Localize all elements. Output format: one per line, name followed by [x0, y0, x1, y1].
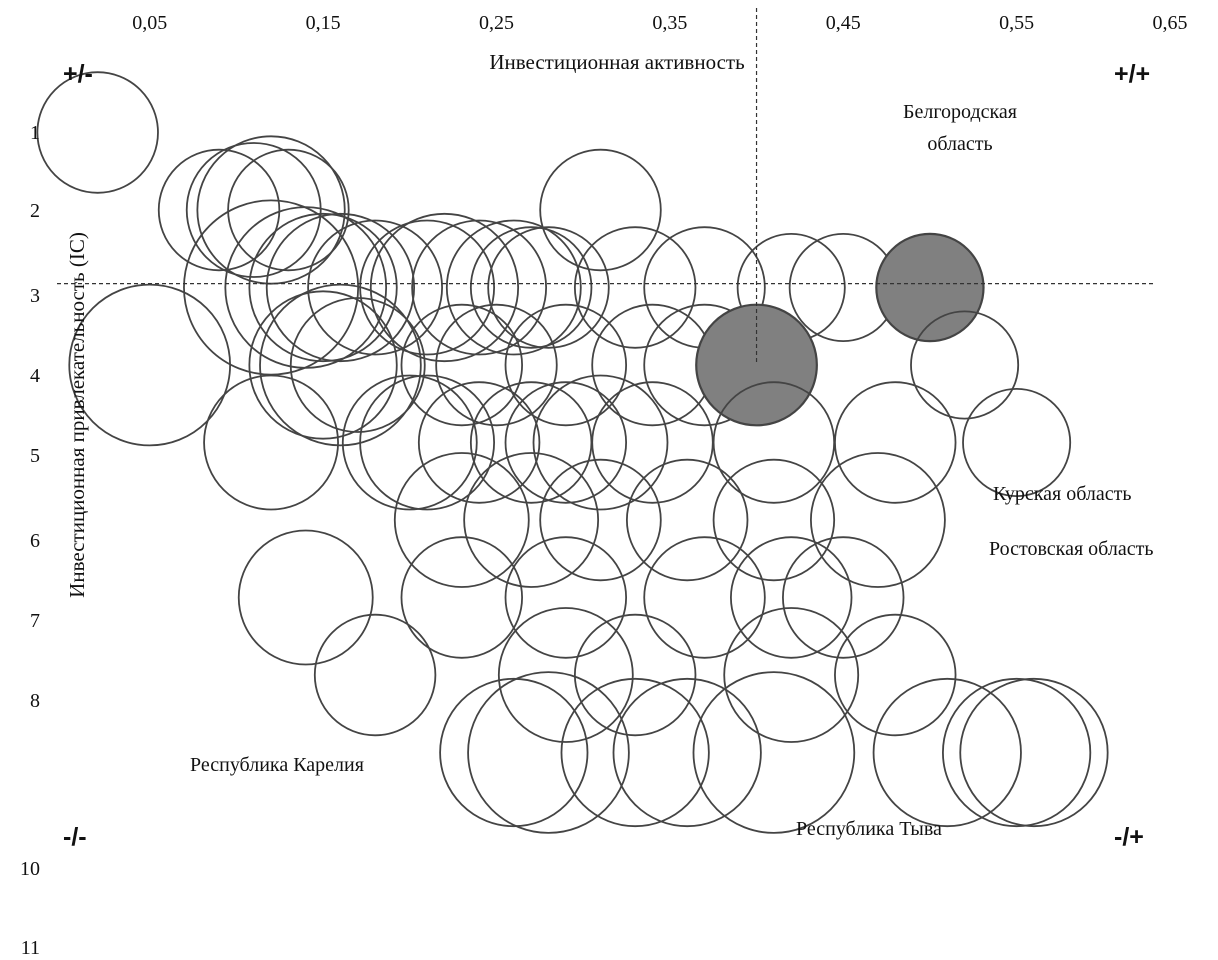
bubble: [782, 536, 905, 659]
y-tick-label: 10: [20, 858, 40, 880]
bubble: [532, 374, 669, 511]
bubble: [289, 297, 426, 433]
bubble: [573, 226, 697, 349]
x-axis-ticks: 0,05 0,15 0,25 0,35 0,45 0,55 0,65: [132, 12, 1187, 34]
bubble: [692, 671, 856, 834]
annotation-tyva: Республика Тыва: [796, 818, 942, 840]
bubble: [439, 677, 589, 828]
bubble: [810, 452, 946, 588]
quadrant-label-bottom-right: -/+: [1114, 823, 1144, 851]
bubble: [248, 290, 398, 440]
bubble: [712, 458, 836, 582]
y-tick-label: 1: [30, 122, 40, 144]
bubble: [497, 607, 634, 743]
bubble: [469, 381, 593, 504]
bubble: [467, 671, 630, 834]
bubble: [469, 226, 593, 349]
y-tick-label: 8: [30, 690, 40, 712]
bubble: [36, 71, 159, 194]
x-axis-title: Инвестиционная активность: [489, 50, 744, 74]
y-tick-label: 3: [30, 285, 40, 307]
bubble: [248, 212, 398, 363]
y-tick-label: 6: [30, 530, 40, 552]
bubble: [723, 607, 860, 743]
bubble: [359, 219, 496, 356]
annotation-karelia: Республика Карелия: [190, 754, 364, 776]
x-tick-label: 0,25: [479, 12, 514, 34]
y-tick-label: 7: [30, 610, 40, 632]
bubble: [834, 381, 957, 504]
bubble: [539, 458, 662, 582]
quadrant-label-top-right: +/+: [1114, 60, 1150, 88]
bubble: [313, 613, 437, 737]
bubble: [400, 303, 523, 427]
quadrant-label-bottom-left: -/-: [63, 823, 87, 851]
bubble: [834, 613, 957, 737]
bubble: [504, 381, 628, 504]
bubble: [539, 148, 662, 272]
y-tick-label: 4: [30, 365, 40, 387]
bubbles-layer: [36, 71, 1109, 834]
bubble: [393, 452, 530, 588]
bubble: [625, 458, 749, 582]
bubble: [411, 219, 548, 356]
bubble: [504, 303, 628, 427]
bubble: [573, 613, 697, 737]
y-tick-label: 5: [30, 445, 40, 467]
bubble: [487, 226, 610, 349]
bubble: [910, 310, 1020, 420]
bubble: [369, 212, 520, 363]
bubble: [157, 148, 281, 272]
y-axis-ticks: 1 2 3 4 5 6 7 8 10 11: [20, 122, 40, 959]
quadrant-label-top-left: +/-: [63, 60, 93, 88]
bubble: [196, 135, 346, 285]
bubble: [463, 452, 600, 588]
y-tick-label: 11: [21, 937, 40, 959]
x-tick-label: 0,65: [1153, 12, 1188, 34]
bubble: [224, 206, 388, 369]
y-tick-label: 2: [30, 200, 40, 222]
x-tick-label: 0,35: [652, 12, 687, 34]
bubble: [942, 677, 1092, 828]
bubble: [185, 142, 322, 278]
bubble: [183, 199, 360, 376]
bubble: [612, 677, 762, 828]
bubble: [872, 677, 1022, 828]
annotation-kursk: Курская область: [993, 483, 1131, 505]
bubble: [730, 536, 853, 659]
bubble-highlighted: [875, 232, 985, 343]
bubble: [504, 536, 628, 659]
bubble: [400, 536, 523, 659]
bubble: [227, 148, 350, 272]
bubble: [68, 283, 231, 447]
bubble: [591, 303, 714, 427]
bubble: [259, 283, 422, 447]
x-tick-label: 0,55: [999, 12, 1034, 34]
annotation-belgorod-line1: Белгородская: [903, 101, 1017, 123]
bubble: [203, 374, 339, 511]
x-tick-label: 0,45: [826, 12, 861, 34]
bubble: [445, 219, 582, 356]
x-tick-label: 0,15: [306, 12, 341, 34]
bubble: [435, 303, 558, 427]
bubble: [359, 374, 496, 511]
bubble: [962, 387, 1072, 497]
bubble: [265, 212, 416, 363]
x-tick-label: 0,05: [132, 12, 167, 34]
bubble: [341, 374, 478, 511]
annotation-belgorod-line2: область: [927, 133, 992, 155]
bubble: [643, 536, 766, 659]
bubble: [237, 529, 374, 666]
bubble: [560, 677, 710, 828]
bubble: [307, 219, 443, 356]
bubble: [417, 381, 541, 504]
annotation-rostov: Ростовская область: [989, 538, 1153, 560]
y-axis-title: Инвестиционная привлекательность (IC): [65, 232, 89, 598]
bubble: [959, 677, 1109, 828]
